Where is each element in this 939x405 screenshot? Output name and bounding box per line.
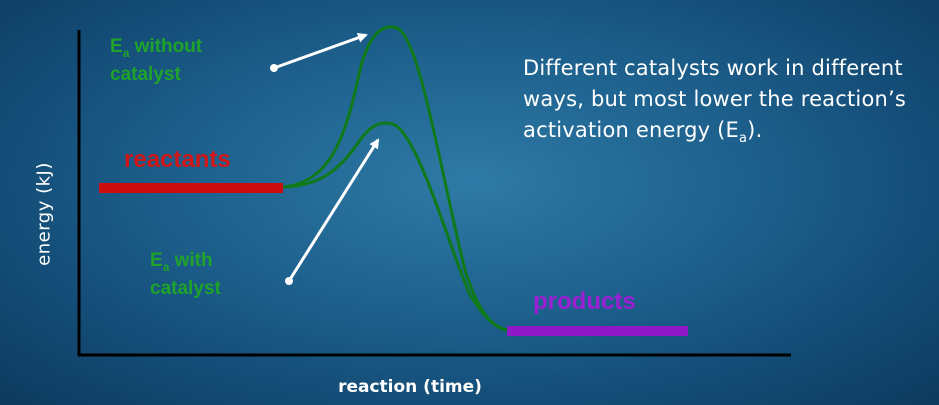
ea-without-catalyst-label: Ea without catalyst — [110, 36, 202, 85]
arrow-without-catalyst-dot — [270, 64, 278, 72]
ea-symbol: E — [110, 36, 123, 57]
arrow-with-catalyst — [287, 138, 380, 282]
note-end-text: ). — [747, 118, 763, 142]
products-label: products — [533, 288, 636, 315]
reactants-label: reactants — [124, 146, 231, 173]
y-axis-label: energy (kJ) — [33, 162, 55, 266]
ea-subscript: a — [122, 45, 130, 60]
arrow-with-catalyst-dot — [285, 277, 293, 285]
note-main-text: Different catalysts work in different wa… — [523, 56, 907, 142]
x-axis-label: reaction (time) — [338, 377, 482, 397]
catalyst-explanation-text: Different catalysts work in different wa… — [523, 53, 923, 154]
note-subscript: a — [739, 131, 748, 147]
ea-without-line2: catalyst — [110, 63, 181, 85]
ea-with-line2: catalyst — [150, 277, 221, 299]
curve-without-catalyst — [282, 25, 508, 332]
curve-with-catalyst — [282, 121, 508, 332]
ea-with-catalyst-label: Ea with catalyst — [150, 250, 221, 299]
ea-with-text: with — [169, 250, 213, 271]
reactants-level-bar — [99, 183, 283, 193]
ea-symbol: E — [150, 250, 163, 271]
products-level-bar — [507, 326, 688, 336]
arrow-without-catalyst — [273, 32, 368, 70]
ea-without-text: without — [129, 36, 203, 57]
ea-subscript: a — [162, 259, 170, 274]
